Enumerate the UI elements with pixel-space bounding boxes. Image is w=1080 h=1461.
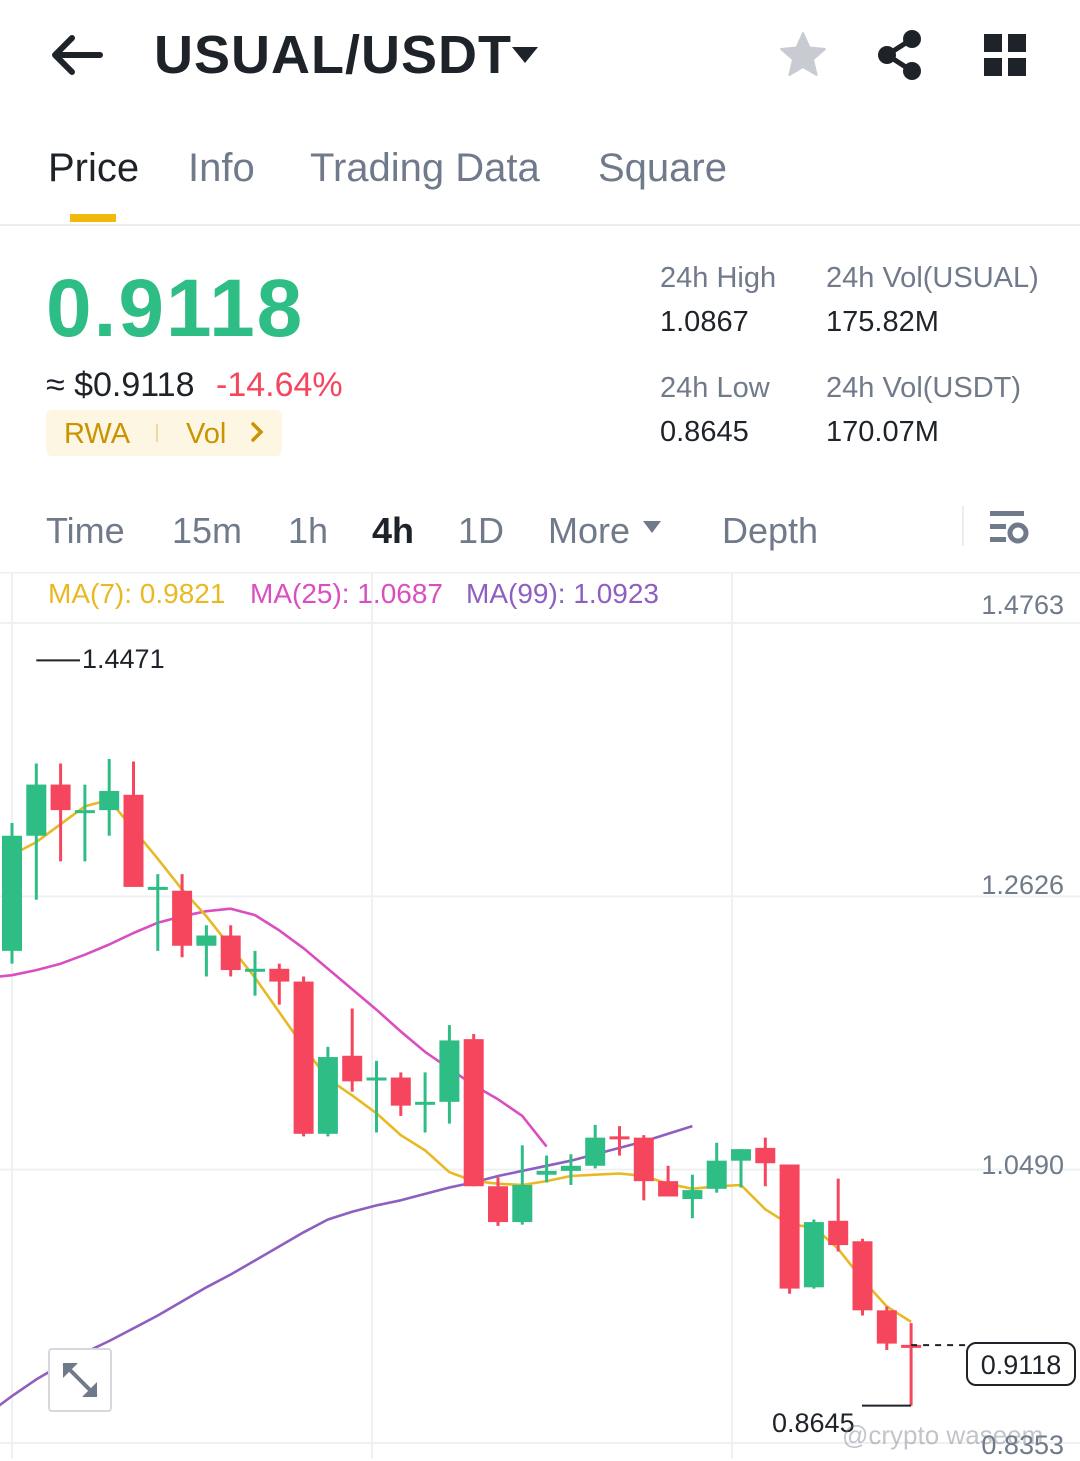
chart-settings-icon[interactable] <box>986 506 1030 548</box>
candle-body <box>585 1137 606 1166</box>
candle-body <box>852 1241 873 1311</box>
interval-1d[interactable]: 1D <box>458 510 505 551</box>
active-tab-indicator <box>70 214 116 222</box>
current-price-value: 0.9118 <box>980 1350 1062 1380</box>
stat-24h-vol-base-label: 24h Vol(USUAL) <box>826 262 1039 294</box>
candle-body <box>317 1057 338 1134</box>
stat-24h-vol-quote-value: 170.07M <box>826 416 939 448</box>
candle-body <box>828 1220 849 1246</box>
candle-body <box>172 890 193 946</box>
stat-24h-low-value: 0.8645 <box>660 416 749 448</box>
interval-time[interactable]: Time <box>46 510 125 551</box>
stat-24h-high-label: 24h High <box>660 262 777 294</box>
expand-icon <box>62 1362 98 1398</box>
candle-body <box>99 790 120 811</box>
candle-body <box>706 1160 727 1189</box>
approx-usd-price: ≈ $0.9118 <box>46 366 195 404</box>
tag-rwa[interactable]: RWA <box>64 418 131 450</box>
expand-chart-button[interactable] <box>48 1348 112 1412</box>
candle-body <box>220 935 241 971</box>
stat-24h-vol-base-value: 175.82M <box>826 306 939 338</box>
ma7-line <box>11 798 912 1323</box>
y-axis-tick: 1.4763 <box>981 590 1064 620</box>
y-axis-tick: 1.0490 <box>981 1150 1064 1180</box>
ma99-label: MA(99): 1.0923 <box>466 578 659 609</box>
candle-body <box>633 1137 654 1182</box>
pair-title[interactable]: USUAL/USDT <box>154 25 512 85</box>
highest-price-marker: 1.4471 <box>82 644 165 674</box>
grid-icon[interactable] <box>982 32 1028 78</box>
last-price: 0.9118 <box>46 263 305 354</box>
stat-24h-high-value: 1.0867 <box>660 306 749 338</box>
candle-body <box>731 1149 751 1161</box>
tag-divider <box>156 424 158 442</box>
interval-depth[interactable]: Depth <box>722 510 819 551</box>
interval-more[interactable]: More <box>548 510 631 551</box>
candle-body <box>342 1055 363 1082</box>
back-arrow-icon[interactable] <box>48 30 104 80</box>
tab-price[interactable]: Price <box>48 146 140 190</box>
candle-body <box>123 794 144 887</box>
chevron-down-icon[interactable] <box>642 520 662 534</box>
candle-body <box>901 1344 922 1348</box>
candle-body <box>512 1184 533 1223</box>
candle-body <box>269 968 290 982</box>
stat-24h-vol-quote-label: 24h Vol(USDT) <box>826 372 1022 404</box>
ma99-line <box>0 1124 693 1407</box>
tab-trading-data[interactable]: Trading Data <box>310 146 540 190</box>
tab-bar: Price Info Trading Data Square <box>0 130 1080 226</box>
candle-body <box>74 810 95 814</box>
candle-body <box>439 1040 460 1102</box>
candle-body <box>536 1170 557 1175</box>
candle-body <box>50 784 71 811</box>
candlestick-chart[interactable] <box>0 572 1080 1458</box>
candle-body <box>196 935 217 946</box>
y-axis-tick: 0.8353 <box>981 1430 1064 1460</box>
candle-body <box>658 1181 679 1197</box>
interval-1h[interactable]: 1h <box>288 510 329 551</box>
tab-info[interactable]: Info <box>188 146 255 190</box>
tag-chips[interactable]: RWA Vol <box>46 410 282 456</box>
chevron-down-icon[interactable] <box>510 44 540 66</box>
watermark-text: @crypto waseem <box>842 1420 1044 1450</box>
candle-body <box>147 886 168 890</box>
interval-15m[interactable]: 15m <box>172 510 243 551</box>
candle-body <box>366 1077 387 1081</box>
candle-body <box>415 1101 436 1105</box>
toolbar-divider <box>962 506 964 546</box>
star-icon[interactable] <box>778 30 828 80</box>
candle-body <box>245 968 265 972</box>
candle-body <box>390 1077 411 1106</box>
share-icon[interactable] <box>874 28 926 82</box>
candle-body <box>560 1165 581 1171</box>
lowest-price-marker: 0.8645 <box>772 1408 855 1438</box>
tag-vol[interactable]: Vol <box>186 418 227 450</box>
candle-body <box>488 1186 508 1223</box>
candle-body <box>779 1164 800 1289</box>
candle-body <box>803 1222 824 1288</box>
current-price-tag[interactable]: 0.9118 <box>966 1342 1076 1386</box>
ma7-label: MA(7): 0.9821 <box>48 578 226 609</box>
chevron-right-icon[interactable] <box>250 421 264 443</box>
price-change-percent: -14.64% <box>216 366 343 404</box>
ma25-label: MA(25): 1.0687 <box>250 578 443 609</box>
candle-body <box>293 981 314 1134</box>
y-axis-tick: 1.2626 <box>981 870 1064 900</box>
candle-body <box>876 1310 897 1344</box>
stat-24h-low-label: 24h Low <box>660 372 770 404</box>
header: USUAL/USDT <box>0 0 1080 115</box>
candle-body <box>26 784 47 836</box>
candle-body <box>755 1147 776 1164</box>
candle-body <box>609 1136 630 1140</box>
candle-body <box>463 1039 484 1187</box>
tab-square[interactable]: Square <box>598 146 727 190</box>
interval-4h[interactable]: 4h <box>372 510 415 551</box>
candle-body <box>2 835 22 951</box>
candle-body <box>682 1190 703 1200</box>
